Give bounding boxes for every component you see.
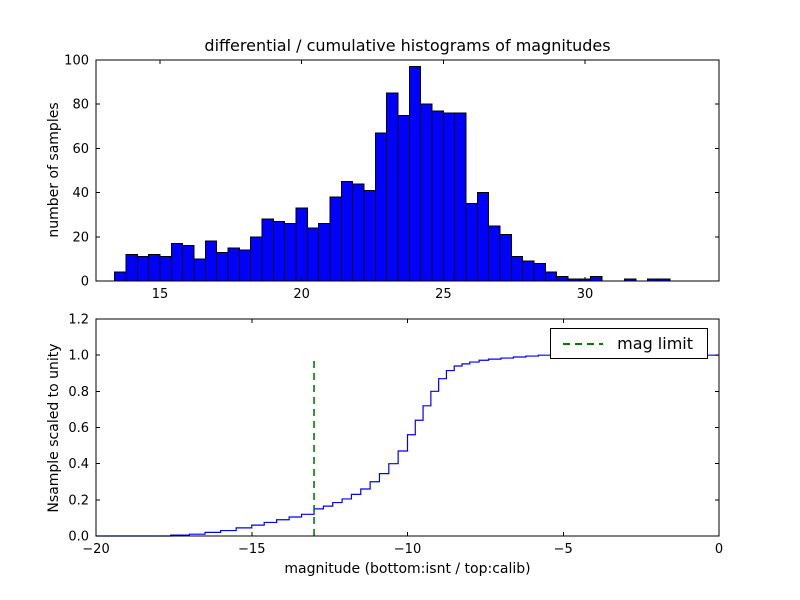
top-ylabel: number of samples (46, 102, 62, 238)
y-tick-label: 0.2 (68, 493, 89, 508)
histogram-bar (374, 132, 388, 282)
histogram-bar (544, 271, 558, 282)
histogram-bar (159, 256, 172, 282)
legend: mag limit (550, 328, 708, 359)
bottom-cumulative-plot: −20 −15 −10 −5 0 0.0 0.2 0.4 0.6 0.8 1.0 1.2 (68, 313, 723, 558)
axes-frame (95, 59, 720, 282)
histogram-bar (397, 114, 410, 282)
cumulative-step-line (96, 354, 719, 537)
histogram-bar (136, 256, 150, 282)
histogram-bar (476, 192, 490, 282)
x-tick-label: 20 (293, 287, 310, 302)
histogram-bar (306, 227, 320, 282)
top-histogram-plot: 15 20 25 30 0 20 40 60 80 100 (64, 54, 720, 302)
bottom-xlabel: magnitude (bottom:isnt / top:calib) (284, 561, 531, 577)
histogram-bar (522, 260, 535, 282)
histogram-bar (465, 203, 478, 282)
histogram-bar (352, 183, 365, 282)
x-tick-label: 25 (435, 287, 452, 302)
y-tick-label: 1.2 (68, 313, 89, 328)
histogram-bar (499, 234, 512, 282)
y-tick-label: 0.4 (68, 457, 89, 472)
histogram-bar (148, 253, 161, 282)
x-tick-label: 15 (152, 287, 169, 302)
histogram-bar (340, 181, 354, 282)
y-tick-label: 0.8 (68, 385, 89, 400)
y-tick-label: 0 (81, 275, 89, 290)
histogram-bar (261, 218, 274, 282)
histogram-bar (556, 276, 569, 282)
histogram-bar (590, 276, 603, 282)
histogram-bar (363, 189, 376, 282)
histogram-bars (114, 66, 671, 282)
histogram-bar (295, 207, 308, 282)
histogram-bar (442, 112, 456, 282)
histogram-bar (488, 225, 501, 282)
histogram-bar (216, 251, 229, 282)
histogram-bar (284, 223, 297, 282)
y-tick-label: 40 (72, 186, 89, 201)
histogram-bar (114, 271, 127, 282)
ticks (95, 318, 720, 537)
histogram-bar (125, 253, 138, 282)
histogram-bar (204, 240, 218, 282)
x-tick-label: −20 (82, 542, 109, 557)
histogram-bar (329, 196, 342, 282)
histogram-bar (250, 236, 263, 282)
histogram-bar (386, 92, 399, 282)
x-tick-label: −5 (554, 542, 573, 557)
x-tick-label: −15 (238, 542, 265, 557)
histogram-bar (420, 103, 433, 282)
x-tick-label: 30 (577, 287, 594, 302)
y-tick-label: 60 (72, 142, 89, 157)
y-tick-label: 100 (64, 54, 89, 69)
y-tick-label: 0.0 (68, 530, 89, 545)
y-tick-label: 0.6 (68, 421, 89, 436)
histogram-bar (170, 242, 184, 282)
histogram-bar (272, 220, 286, 282)
ticks (96, 59, 719, 282)
histogram-bar (431, 110, 444, 282)
histogram-bar (227, 247, 240, 282)
y-tick-label: 1.0 (68, 349, 89, 364)
histogram-bar (533, 262, 546, 282)
histogram-bar (193, 258, 206, 282)
legend-label: mag limit (617, 334, 693, 353)
legend-dashed-line-icon (563, 342, 604, 345)
histogram-bar (510, 256, 524, 282)
x-tick-label: 0 (715, 542, 723, 557)
y-tick-label: 20 (72, 230, 89, 245)
histogram-bar (318, 223, 331, 282)
histogram-bar (408, 66, 422, 282)
histogram-bar (182, 245, 195, 282)
histogram-bar (454, 112, 467, 282)
y-tick-label: 80 (72, 98, 89, 113)
histogram-bar (238, 249, 252, 282)
chart-title: differential / cumulative histograms of … (204, 36, 611, 55)
bottom-ylabel: Nsample scaled to unity (46, 343, 62, 513)
x-tick-label: −10 (394, 542, 421, 557)
